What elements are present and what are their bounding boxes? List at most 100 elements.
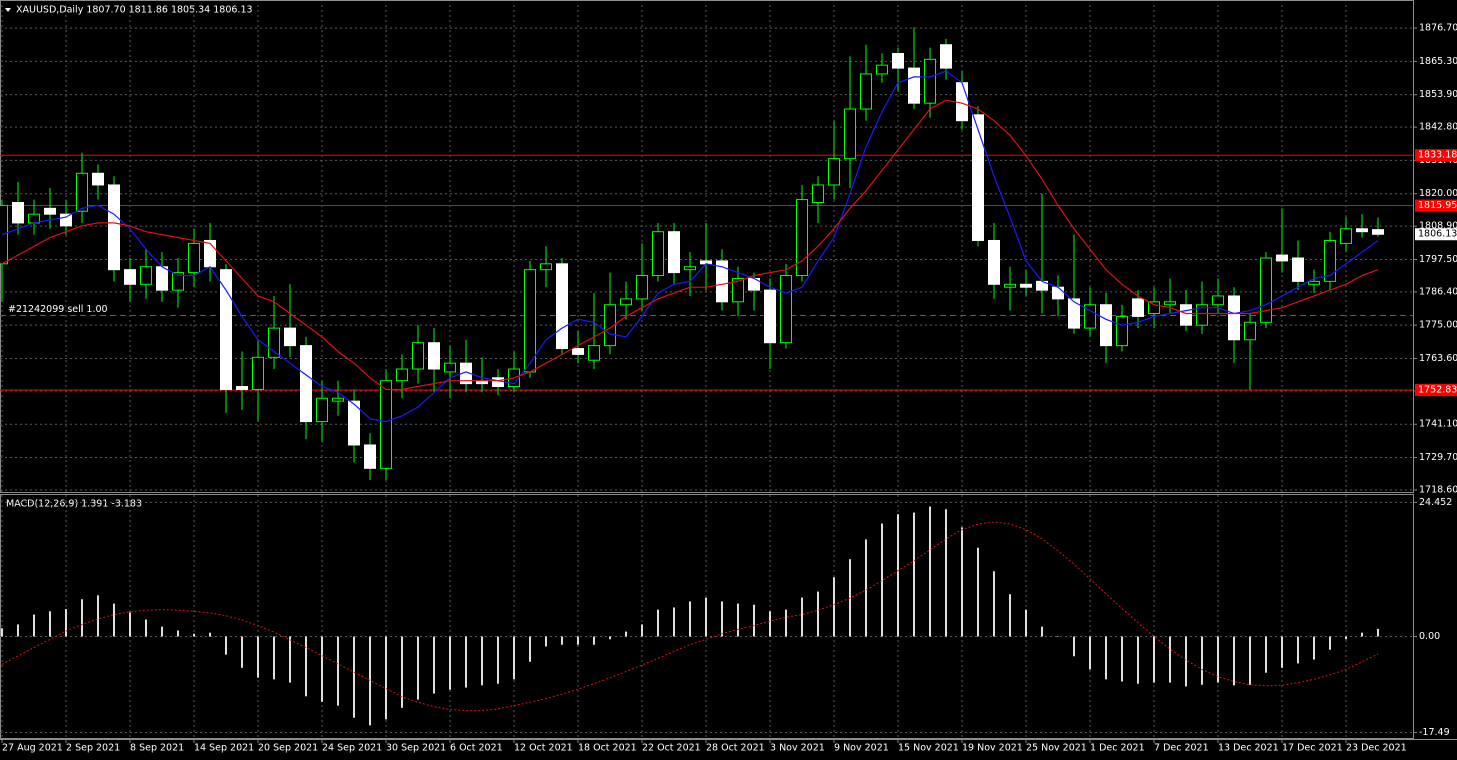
macd-bar: [1105, 636, 1107, 680]
y-tick-label: 1842.80: [1419, 122, 1457, 133]
y-tick-label: 1820.00: [1419, 188, 1457, 199]
candle-body-down: [204, 239, 216, 268]
y-tick-label: 1718.60: [1419, 484, 1457, 495]
x-tick-label: 27 Aug 2021: [2, 743, 63, 754]
candle-body-down: [956, 82, 968, 122]
x-tick-label: 25 Nov 2021: [1026, 743, 1087, 754]
candle-body-down: [764, 289, 776, 344]
macd-bar: [817, 591, 819, 637]
candle-body-up: [828, 158, 840, 186]
moving-average-line: [1, 99, 1379, 391]
y-tick-label: 1763.60: [1419, 353, 1457, 364]
candle-body-up: [444, 362, 456, 373]
candle-body-up: [876, 64, 888, 75]
candle-body-up: [1004, 283, 1016, 288]
level-label: 1752.83: [1418, 384, 1457, 395]
candle-body-down: [108, 184, 120, 271]
macd-bar: [209, 632, 211, 637]
macd-bar: [801, 597, 803, 637]
macd-bar: [17, 624, 19, 637]
candle-body-up: [268, 327, 280, 358]
candle-body-up: [844, 108, 856, 160]
macd-bar: [945, 509, 947, 637]
macd-bar: [417, 636, 419, 700]
candle-body-down: [1276, 254, 1288, 262]
macd-bar: [529, 636, 531, 662]
candle-body-up: [1244, 321, 1256, 341]
menu-triangle[interactable]: [5, 8, 11, 12]
macd-bar: [65, 609, 67, 637]
macd-window-frame: [0, 494, 1414, 739]
macd-bar: [385, 636, 387, 720]
candle-body-down: [972, 114, 984, 241]
x-tick-label: 22 Oct 2021: [642, 743, 701, 754]
candle-body-up: [0, 204, 8, 265]
candle-body-up: [588, 345, 600, 361]
macd-bar: [241, 636, 243, 668]
macd-bar: [929, 506, 931, 637]
macd-bar: [97, 595, 99, 637]
macd-bar: [449, 636, 451, 690]
macd-bar: [593, 636, 595, 645]
macd-bar: [289, 636, 291, 683]
level-label-box: [1415, 383, 1457, 396]
macd-bar: [1281, 636, 1283, 668]
x-tick-label: 12 Oct 2021: [514, 743, 573, 754]
candle-body-down: [12, 201, 24, 224]
level-label-box: [1415, 149, 1457, 162]
candle-body-up: [1116, 315, 1128, 347]
macd-bar: [1329, 636, 1331, 650]
macd-bar: [961, 527, 963, 637]
candle-body-up: [1260, 257, 1272, 323]
macd-bar: [193, 633, 195, 637]
candle-body-up: [796, 199, 808, 277]
candle-body-down: [236, 386, 248, 390]
y-tick-label: 1786.40: [1419, 286, 1457, 297]
candle-body-up: [140, 266, 152, 285]
x-tick-label: 23 Dec 2021: [1346, 743, 1407, 754]
candle-body-down: [1020, 283, 1032, 288]
macd-bar: [1041, 626, 1043, 637]
macd-bar: [177, 630, 179, 637]
y-tick-label: 1876.70: [1419, 23, 1457, 34]
candle-body-up: [380, 380, 392, 469]
candle-body-up: [860, 73, 872, 110]
macd-title: MACD(12,26,9) 1.391 -3.183: [6, 499, 142, 510]
candle-body-down: [124, 269, 136, 285]
macd-bar: [129, 612, 131, 637]
candle-body-up: [780, 275, 792, 344]
candle-body-down: [1356, 228, 1368, 233]
macd-bar: [161, 626, 163, 637]
candle-body-up: [1308, 280, 1320, 285]
macd-bar: [545, 636, 547, 647]
macd-bar: [881, 523, 883, 637]
macd-bar: [1153, 636, 1155, 683]
candle-body-down: [348, 400, 360, 446]
level-label: 1815.95: [1418, 200, 1457, 211]
macd-bar: [33, 614, 35, 637]
candle-body-up: [732, 277, 744, 303]
candle-body-down: [92, 172, 104, 186]
macd-bar: [1201, 636, 1203, 685]
candle-body-up: [188, 242, 200, 274]
x-tick-label: 14 Sep 2021: [194, 743, 254, 754]
y-tick-label: 1808.90: [1419, 221, 1457, 232]
macd-bar: [1377, 628, 1379, 637]
y-tick-label: 1729.70: [1419, 452, 1457, 463]
macd-bar: [625, 631, 627, 637]
candle-body-down: [428, 342, 440, 370]
macd-bar: [81, 599, 83, 637]
macd-bar: [1361, 632, 1363, 637]
macd-bar: [1313, 636, 1315, 660]
candle-body-down: [556, 263, 568, 350]
candle-body-up: [252, 356, 264, 390]
candle-body-down: [156, 266, 168, 291]
x-tick-label: 19 Nov 2021: [962, 743, 1023, 754]
candle-body-down: [492, 377, 504, 388]
candle-body-down: [1068, 298, 1080, 329]
macd-bar: [1057, 636, 1059, 638]
x-tick-label: 18 Oct 2021: [578, 743, 637, 754]
y-tick-label: 1853.90: [1419, 89, 1457, 100]
last-price-box: [1415, 228, 1457, 241]
